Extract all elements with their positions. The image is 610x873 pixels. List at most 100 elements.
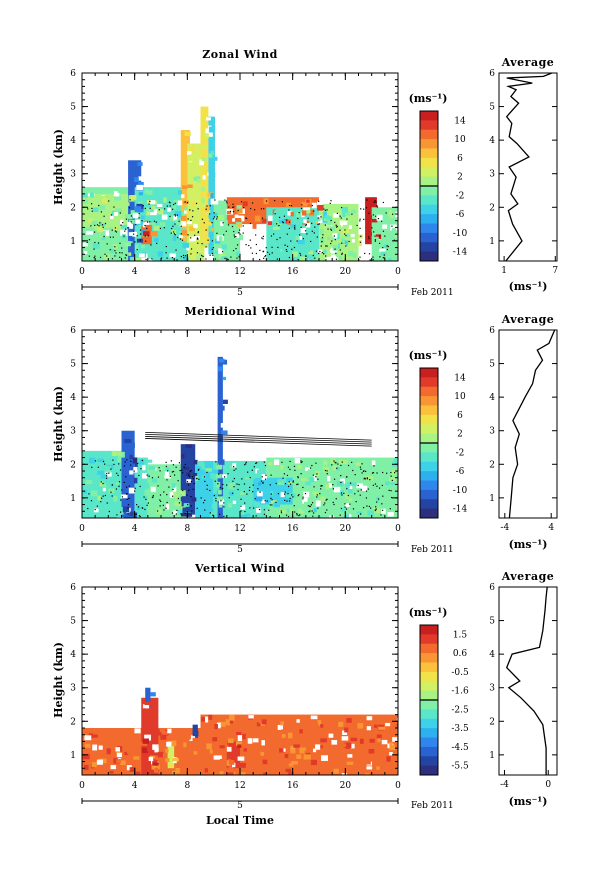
contour-dot bbox=[191, 510, 193, 512]
contour-dot bbox=[166, 257, 168, 259]
heatmap-speckle bbox=[396, 504, 398, 509]
contour-dot bbox=[308, 511, 310, 513]
heatmap-speckle bbox=[306, 723, 311, 727]
heatmap-speckle bbox=[178, 493, 182, 497]
contour-dot bbox=[282, 477, 284, 479]
heatmap-speckle bbox=[305, 481, 311, 486]
contour-dot bbox=[166, 205, 169, 207]
contour-dot bbox=[175, 249, 177, 251]
heatmap-speckle bbox=[88, 218, 95, 223]
contour-dot bbox=[170, 227, 173, 230]
heatmap-speckle bbox=[275, 248, 281, 255]
heatmap-speckle bbox=[210, 473, 215, 479]
heatmap-speckle bbox=[333, 234, 338, 239]
contour-dot bbox=[280, 512, 283, 514]
heatmap-speckle bbox=[240, 491, 246, 495]
contour-dot bbox=[125, 254, 127, 256]
colorbar-swatch bbox=[420, 634, 438, 645]
date-label: 5 bbox=[237, 288, 243, 298]
y-tick-label: 4 bbox=[70, 136, 76, 146]
contour-dot bbox=[242, 232, 244, 234]
heatmap-speckle bbox=[197, 178, 201, 183]
heatmap-speckle bbox=[327, 475, 331, 482]
heatmap-speckle bbox=[317, 720, 322, 726]
heatmap-speckle bbox=[125, 243, 131, 247]
contour-dot bbox=[259, 249, 261, 251]
contour-dot bbox=[287, 466, 290, 468]
heatmap-speckle bbox=[208, 153, 213, 158]
contour-dot bbox=[90, 203, 93, 205]
panel-title: Zonal Wind bbox=[202, 48, 278, 61]
heatmap-speckle bbox=[209, 749, 213, 754]
contour-dot bbox=[261, 237, 263, 239]
contour-dot bbox=[198, 468, 200, 471]
contour-dot bbox=[286, 250, 288, 252]
x-tick-label: 8 bbox=[184, 267, 190, 277]
contour-dot bbox=[196, 238, 198, 240]
contour-dot bbox=[255, 234, 257, 236]
heatmap-speckle bbox=[205, 461, 212, 466]
contour-dot bbox=[271, 504, 273, 506]
contour-dot bbox=[106, 243, 108, 245]
heatmap-speckle bbox=[213, 755, 220, 760]
contour-dot bbox=[145, 498, 147, 500]
contour-dot bbox=[298, 212, 300, 214]
x-tick-label: 16 bbox=[287, 524, 299, 534]
contour-dot bbox=[364, 252, 366, 255]
heatmap-speckle bbox=[217, 489, 222, 495]
heatmap-speckle bbox=[120, 229, 128, 236]
contour-dot bbox=[159, 499, 161, 501]
contour-dot bbox=[159, 494, 162, 496]
colorbar-tick-label: -10 bbox=[453, 229, 468, 239]
heatmap-speckle bbox=[290, 748, 297, 754]
colorbar-swatch bbox=[420, 471, 438, 481]
heatmap-speckle bbox=[170, 215, 174, 222]
heatmap-speckle bbox=[174, 735, 178, 740]
heatmap-speckle bbox=[129, 511, 133, 518]
heatmap-speckle bbox=[273, 501, 281, 508]
heatmap-speckle bbox=[214, 250, 221, 254]
contour-dot bbox=[265, 247, 267, 249]
heatmap-speckle bbox=[389, 742, 393, 747]
colorbar-swatch bbox=[420, 461, 438, 472]
heatmap-speckle bbox=[344, 727, 349, 733]
heatmap-speckle bbox=[279, 748, 284, 753]
heatmap-speckle bbox=[296, 480, 301, 486]
contour-dot bbox=[380, 220, 383, 222]
contour-dot bbox=[106, 502, 108, 504]
heatmap-speckle bbox=[341, 773, 347, 775]
heatmap-speckle bbox=[99, 481, 105, 487]
contour-dot bbox=[263, 513, 266, 515]
heatmap-speckle bbox=[304, 501, 310, 508]
heatmap-speckle bbox=[127, 214, 133, 220]
heatmap-speckle bbox=[186, 209, 191, 216]
heatmap-speckle bbox=[242, 721, 248, 727]
contour-dot bbox=[171, 471, 174, 473]
contour-dot bbox=[215, 497, 217, 500]
heatmap-speckle bbox=[228, 753, 234, 760]
contour-dot bbox=[304, 230, 307, 232]
heatmap-speckle bbox=[138, 463, 144, 467]
contour-dot bbox=[93, 257, 95, 259]
heatmap-speckle bbox=[200, 229, 204, 233]
contour-dot bbox=[355, 501, 357, 503]
colorbar-swatch bbox=[420, 251, 438, 262]
contour-dot bbox=[325, 255, 327, 257]
heatmap-speckle bbox=[319, 229, 324, 235]
heatmap-speckle bbox=[141, 257, 148, 261]
contour-dot bbox=[261, 217, 264, 219]
contour-dot bbox=[293, 505, 295, 507]
heatmap-speckle bbox=[336, 481, 343, 487]
contour-dot bbox=[286, 233, 288, 235]
heatmap-speckle bbox=[262, 730, 269, 736]
heatmap-speckle bbox=[368, 197, 375, 203]
colorbar-tick-label: 14 bbox=[454, 373, 466, 383]
heatmap-speckle bbox=[127, 222, 132, 227]
contour-dot bbox=[237, 488, 239, 491]
contour-dot bbox=[367, 488, 369, 490]
contour-dot bbox=[311, 204, 313, 207]
heatmap-speckle bbox=[251, 740, 255, 745]
contour-dot bbox=[288, 227, 290, 230]
heatmap-speckle bbox=[347, 754, 353, 758]
contour-dot bbox=[101, 224, 104, 226]
